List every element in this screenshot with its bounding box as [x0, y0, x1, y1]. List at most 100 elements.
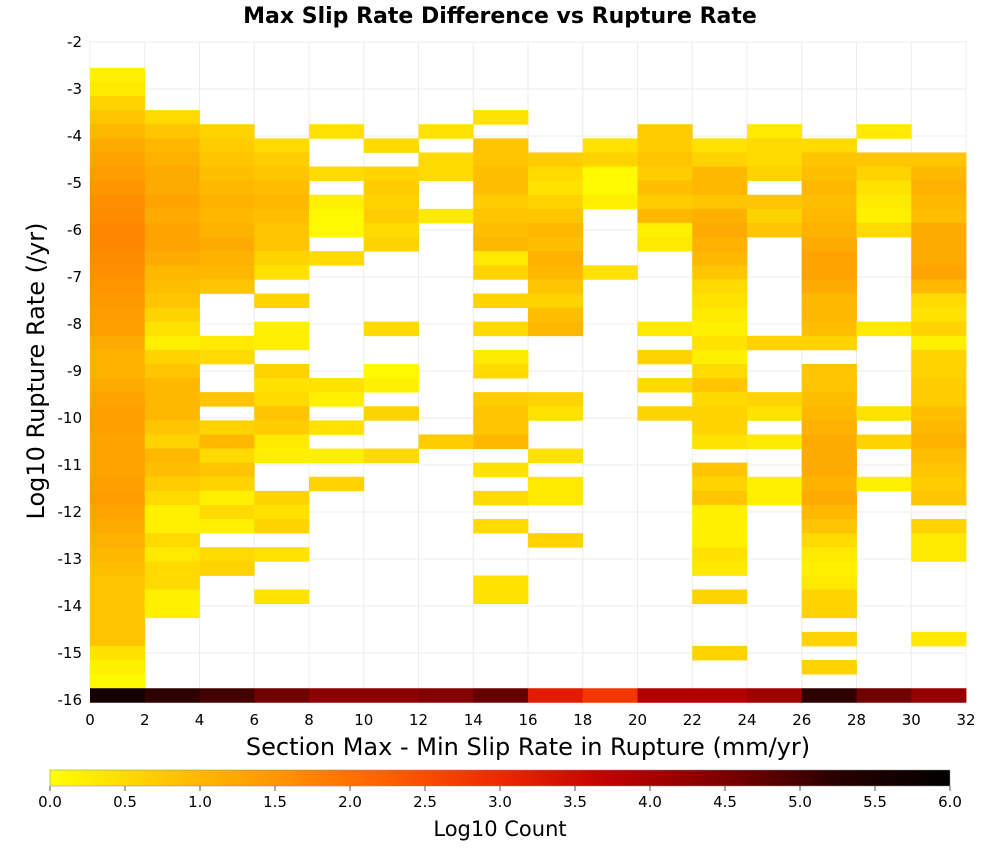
heatmap-cell [254, 504, 310, 520]
colorbar-tick-label: 0.5 [113, 793, 137, 811]
heatmap-cell [363, 166, 419, 182]
heatmap-cell [363, 688, 419, 703]
heatmap-cell [692, 363, 748, 379]
heatmap-cell [637, 194, 693, 210]
heatmap-cell [90, 194, 146, 210]
heatmap-cell [473, 519, 529, 534]
heatmap-cell [199, 448, 255, 464]
colorbar-tick-label: 3.5 [563, 793, 587, 811]
heatmap-cell [254, 378, 310, 393]
heatmap-cell [856, 321, 912, 337]
heatmap-cell [90, 124, 146, 139]
heatmap-cell [801, 660, 857, 675]
heatmap-cell [473, 293, 529, 308]
heatmap-cell [528, 392, 584, 407]
heatmap-cell [801, 547, 857, 562]
heatmap-cell [199, 504, 255, 520]
heatmap-cell [144, 603, 200, 619]
heatmap-cell [90, 617, 146, 633]
heatmap-cell [911, 335, 967, 351]
x-tick-label: 22 [683, 711, 702, 729]
heatmap-cell [473, 490, 529, 506]
heatmap-cell [692, 476, 748, 492]
heatmap-cell [90, 504, 146, 520]
heatmap-cell [254, 406, 310, 421]
heatmap-cell [692, 265, 748, 280]
x-tick-label: 4 [195, 711, 205, 729]
heatmap-cell [528, 406, 584, 421]
heatmap-cell [473, 138, 529, 153]
heatmap-cell [801, 222, 857, 238]
y-tick-label: -2 [67, 33, 82, 51]
heatmap-cell [144, 251, 200, 266]
heatmap-cell [144, 490, 200, 506]
heatmap-cell [473, 208, 529, 224]
heatmap-cell [90, 378, 146, 393]
heatmap-cell [254, 194, 310, 210]
heatmap-cell [418, 688, 474, 703]
heatmap-cell [90, 392, 146, 407]
heatmap-cell [801, 378, 857, 393]
heatmap-cell [911, 688, 967, 703]
heatmap-cell [199, 392, 255, 407]
heatmap-cell [199, 561, 255, 576]
heatmap-cell [144, 378, 200, 393]
heatmap-cell [801, 321, 857, 337]
heatmap-cell [90, 645, 146, 661]
y-tick-label: -12 [58, 503, 83, 521]
heatmap-cell [637, 166, 693, 182]
heatmap-cell [911, 462, 967, 478]
heatmap-cell [363, 237, 419, 252]
heatmap-cell [692, 321, 748, 337]
heatmap-cell [911, 547, 967, 562]
colorbar-tick-label: 0.0 [38, 793, 62, 811]
heatmap-cell [747, 166, 803, 182]
heatmap-cell [801, 434, 857, 449]
heatmap-cell [692, 392, 748, 407]
heatmap-cell [144, 166, 200, 182]
heatmap-cell [144, 152, 200, 167]
heatmap-cell [692, 688, 748, 703]
heatmap-cell [801, 208, 857, 224]
heatmap-cell [309, 688, 365, 703]
heatmap-cell [692, 208, 748, 224]
heatmap-cell [801, 561, 857, 576]
heatmap-cell [418, 124, 474, 139]
heatmap-cell [692, 406, 748, 421]
y-tick-label: -14 [58, 597, 83, 615]
heatmap-cell [692, 251, 748, 266]
heatmap-cell [144, 575, 200, 590]
heatmap-cell [801, 476, 857, 492]
heatmap-cell [911, 293, 967, 308]
heatmap-cell [473, 251, 529, 266]
y-tick-label: -15 [58, 644, 83, 662]
heatmap-cell [692, 462, 748, 478]
heatmap-cell [144, 124, 200, 139]
heatmap-cell [144, 589, 200, 605]
chart-title: Max Slip Rate Difference vs Rupture Rate [243, 4, 757, 29]
heatmap-cell [309, 124, 365, 139]
heatmap-cell [199, 462, 255, 478]
heatmap-cell [637, 138, 693, 153]
heatmap-cell [473, 265, 529, 280]
colorbar-tick-label: 5.0 [788, 793, 812, 811]
heatmap-cell [144, 406, 200, 421]
heatmap-cell [309, 378, 365, 393]
heatmap-cell [582, 265, 638, 280]
heatmap-cell [473, 420, 529, 435]
heatmap-cell [254, 293, 310, 308]
heatmap-cell [801, 265, 857, 280]
heatmap-cell [856, 434, 912, 449]
colorbar-tick-label: 2.5 [413, 793, 437, 811]
heatmap-cell [528, 279, 584, 294]
heatmap-cell [473, 321, 529, 337]
heatmap-cell [90, 349, 146, 365]
heatmap-cells [90, 67, 967, 703]
heatmap-cell [528, 208, 584, 224]
heatmap-cell [747, 476, 803, 492]
heatmap-cell [911, 208, 967, 224]
heatmap-cell [747, 434, 803, 449]
heatmap-cell [692, 349, 748, 365]
heatmap-cell [692, 533, 748, 548]
